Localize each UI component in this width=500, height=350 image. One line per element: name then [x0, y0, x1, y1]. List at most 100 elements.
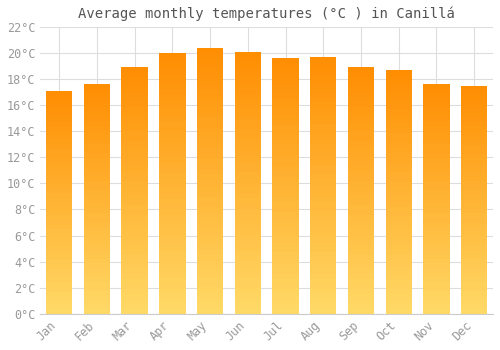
- Bar: [122, 67, 148, 314]
- Bar: [424, 112, 450, 116]
- Bar: [461, 145, 487, 149]
- Bar: [272, 227, 299, 232]
- Bar: [234, 282, 261, 288]
- Bar: [197, 74, 224, 79]
- Bar: [122, 270, 148, 274]
- Bar: [46, 100, 72, 104]
- Bar: [197, 133, 224, 138]
- Bar: [84, 273, 110, 277]
- Bar: [310, 288, 336, 293]
- Bar: [122, 102, 148, 107]
- Bar: [122, 117, 148, 121]
- Bar: [46, 269, 72, 274]
- Bar: [197, 208, 224, 213]
- Bar: [348, 190, 374, 196]
- Bar: [310, 232, 336, 237]
- Bar: [424, 116, 450, 121]
- Bar: [424, 121, 450, 126]
- Bar: [272, 104, 299, 109]
- Bar: [159, 94, 186, 100]
- Bar: [122, 176, 148, 181]
- Bar: [84, 167, 110, 172]
- Bar: [424, 282, 450, 286]
- Bar: [234, 51, 261, 57]
- Bar: [122, 299, 148, 304]
- Bar: [46, 135, 72, 140]
- Bar: [272, 58, 299, 314]
- Bar: [348, 171, 374, 176]
- Bar: [272, 114, 299, 119]
- Bar: [159, 116, 186, 121]
- Bar: [197, 229, 224, 234]
- Bar: [348, 294, 374, 299]
- Bar: [348, 230, 374, 235]
- Bar: [122, 230, 148, 235]
- Bar: [159, 257, 186, 262]
- Bar: [386, 192, 412, 197]
- Bar: [197, 112, 224, 117]
- Bar: [461, 223, 487, 227]
- Bar: [84, 162, 110, 167]
- Bar: [197, 276, 224, 282]
- Bar: [461, 218, 487, 223]
- Bar: [386, 304, 412, 309]
- Bar: [461, 200, 487, 204]
- Bar: [386, 94, 412, 99]
- Bar: [272, 125, 299, 130]
- Bar: [84, 139, 110, 144]
- Bar: [84, 300, 110, 305]
- Bar: [234, 151, 261, 156]
- Bar: [46, 251, 72, 256]
- Bar: [272, 130, 299, 135]
- Bar: [234, 214, 261, 219]
- Bar: [272, 58, 299, 63]
- Bar: [461, 181, 487, 186]
- Bar: [159, 53, 186, 58]
- Bar: [272, 217, 299, 222]
- Bar: [424, 300, 450, 305]
- Bar: [348, 260, 374, 265]
- Bar: [310, 273, 336, 278]
- Bar: [348, 279, 374, 284]
- Bar: [234, 156, 261, 162]
- Bar: [348, 284, 374, 289]
- Bar: [424, 226, 450, 231]
- Bar: [197, 213, 224, 218]
- Bar: [122, 107, 148, 112]
- Bar: [159, 89, 186, 94]
- Bar: [84, 89, 110, 93]
- Bar: [159, 162, 186, 168]
- Bar: [46, 256, 72, 260]
- Bar: [272, 166, 299, 171]
- Bar: [122, 260, 148, 265]
- Bar: [461, 268, 487, 273]
- Bar: [461, 227, 487, 232]
- Bar: [272, 94, 299, 99]
- Bar: [197, 154, 224, 160]
- Bar: [122, 151, 148, 156]
- Bar: [386, 84, 412, 89]
- Bar: [122, 146, 148, 151]
- Bar: [348, 225, 374, 230]
- Bar: [348, 299, 374, 304]
- Bar: [197, 149, 224, 154]
- Bar: [84, 286, 110, 291]
- Bar: [197, 266, 224, 271]
- Bar: [46, 305, 72, 309]
- Bar: [234, 162, 261, 167]
- Bar: [122, 171, 148, 176]
- Bar: [348, 87, 374, 92]
- Bar: [84, 153, 110, 158]
- Bar: [461, 273, 487, 277]
- Bar: [461, 172, 487, 177]
- Bar: [386, 143, 412, 148]
- Bar: [348, 121, 374, 126]
- Bar: [424, 240, 450, 245]
- Bar: [234, 135, 261, 141]
- Bar: [386, 99, 412, 104]
- Bar: [272, 155, 299, 160]
- Bar: [46, 301, 72, 305]
- Bar: [46, 140, 72, 144]
- Bar: [461, 154, 487, 159]
- Bar: [348, 181, 374, 186]
